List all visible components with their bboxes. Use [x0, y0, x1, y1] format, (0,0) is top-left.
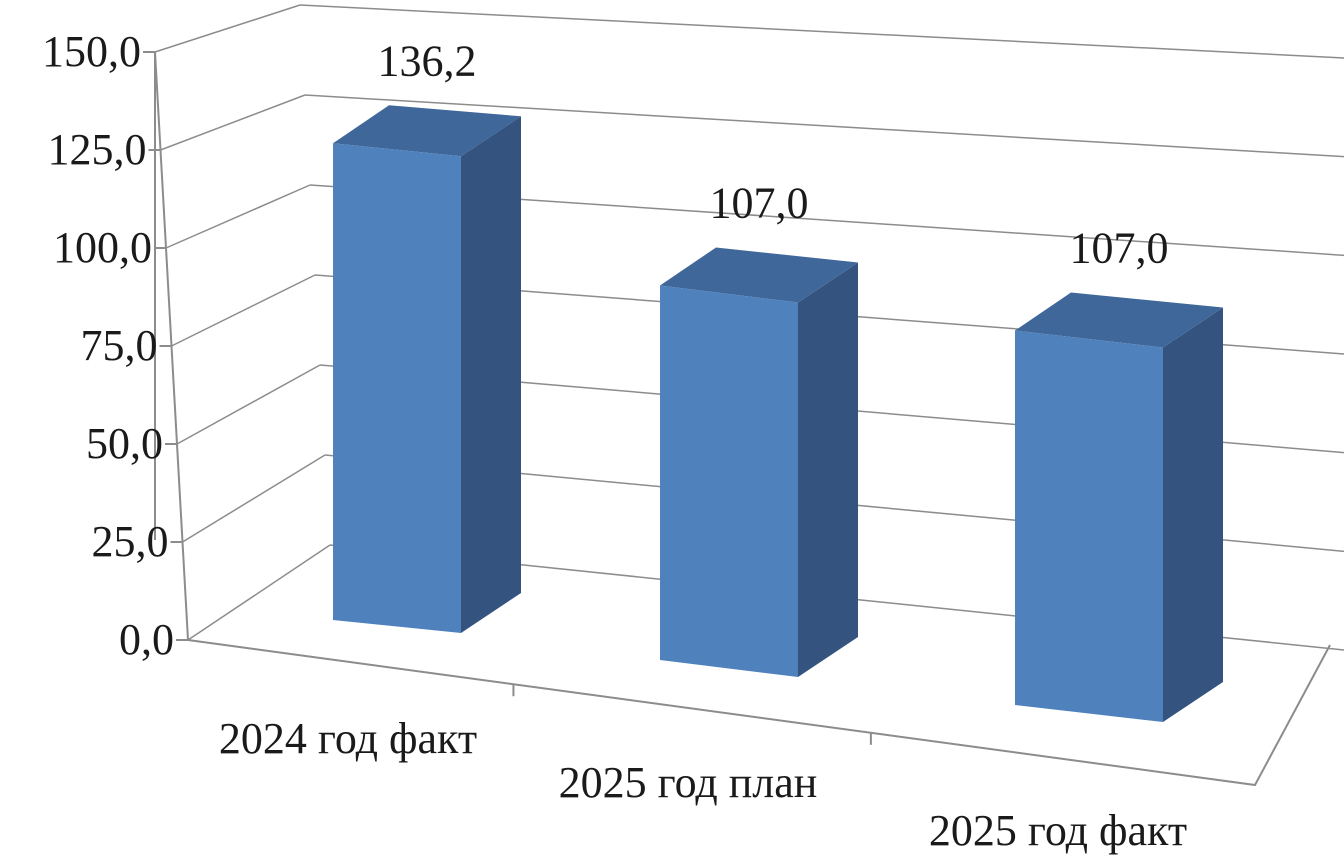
- bars: [333, 105, 1223, 722]
- y-tick-label: 75,0: [81, 321, 158, 370]
- gridline-side-4: [165, 184, 311, 249]
- bar-top-face: [1015, 292, 1223, 348]
- gridline-side-5: [160, 94, 306, 151]
- y-axis-ticks: 0,0 25,0 50,0 75,0 100,0 125,0 150,0: [42, 27, 872, 745]
- category-label-1: 2024 год факт: [219, 714, 477, 763]
- category-label-3: 2025 год факт: [929, 806, 1187, 855]
- y-tick-label: 0,0: [119, 615, 174, 664]
- gridline-side-0: [187, 544, 331, 641]
- bar-side-face: [798, 262, 858, 677]
- gridline-side-2: [176, 364, 321, 445]
- bar-front-face: [333, 143, 461, 634]
- data-label-2: 107,0: [710, 179, 809, 228]
- bar-3: [1015, 292, 1223, 722]
- data-labels: 136,2 107,0 107,0: [378, 36, 1169, 272]
- bar-side-face: [1163, 307, 1223, 722]
- bar-1: [333, 105, 521, 634]
- bar-top-face: [333, 105, 521, 157]
- bar-front-face: [660, 285, 798, 677]
- y-tick-label: 125,0: [48, 125, 147, 174]
- gridline-side-1: [182, 454, 326, 543]
- y-tick-label: 25,0: [92, 517, 169, 566]
- chart-walls: [154, 52, 1331, 787]
- data-label-3: 107,0: [1070, 224, 1169, 273]
- y-axis-line: [154, 51, 189, 641]
- y-tick-label: 50,0: [86, 419, 163, 468]
- y-tick-label: 100,0: [53, 223, 152, 272]
- data-label-1: 136,2: [378, 36, 477, 85]
- bar-top-face: [660, 247, 858, 303]
- floor-edge: [187, 639, 1331, 787]
- bar-front-face: [1015, 330, 1163, 722]
- y-tick-label: 150,0: [42, 27, 141, 76]
- gridline-side-6: [154, 4, 301, 53]
- gridline-back-6: [299, 4, 1344, 59]
- gridline-side-3: [171, 274, 316, 347]
- gridline-back-5: [304, 94, 1344, 158]
- x-axis-labels: 2024 год факт 2025 год план 2025 год факт: [219, 714, 1187, 855]
- bar-side-face: [461, 116, 521, 634]
- bar-2: [660, 247, 858, 677]
- category-label-2: 2025 год план: [559, 758, 818, 807]
